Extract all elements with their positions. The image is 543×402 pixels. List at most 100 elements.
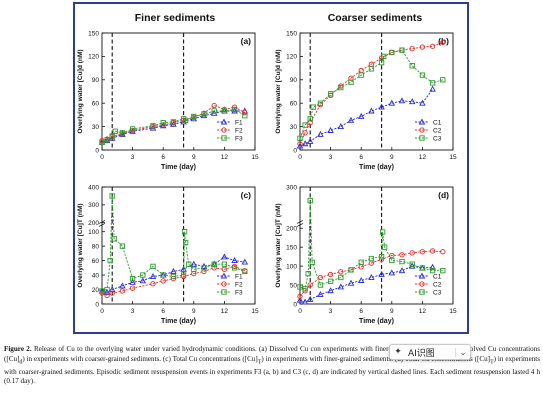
- series-F3: F3: [99, 106, 248, 145]
- data-point: [429, 85, 436, 92]
- series-line: [101, 104, 246, 142]
- y-tick-label: 300: [88, 202, 99, 209]
- data-point: [297, 135, 303, 141]
- x-tick-label: 12: [221, 154, 229, 161]
- caption-text-4: ) in experiments with finer-grained sedi…: [261, 354, 491, 363]
- data-point: [419, 99, 426, 106]
- data-point: [399, 258, 405, 265]
- data-point: [338, 269, 344, 275]
- y-tick-label: 30: [290, 124, 298, 131]
- x-tick-label: 9: [192, 308, 196, 315]
- data-point: [317, 274, 324, 281]
- data-point: [409, 261, 415, 267]
- data-point: [241, 258, 249, 265]
- column-title-right: Coarser sediments: [328, 12, 423, 24]
- data-point: [119, 243, 126, 249]
- data-point: [409, 250, 415, 256]
- ai-recognize-button[interactable]: AI识图: [408, 348, 435, 359]
- data-point: [182, 239, 189, 246]
- data-point: [317, 130, 324, 137]
- data-point: [440, 39, 446, 46]
- data-point: [170, 119, 177, 125]
- data-point: [211, 108, 217, 114]
- data-point: [357, 276, 365, 283]
- y-tick-label: 30: [92, 124, 100, 131]
- legend-marker: [221, 127, 227, 133]
- data-point: [170, 267, 177, 274]
- data-point: [150, 123, 156, 129]
- data-point: [305, 271, 311, 277]
- legend-label: C3: [433, 289, 442, 296]
- legend-marker: [419, 135, 425, 141]
- y-tick-label: 120: [88, 54, 99, 61]
- x-tick-label: 6: [359, 308, 363, 315]
- data-point: [307, 282, 313, 288]
- data-point: [301, 298, 309, 305]
- data-point: [419, 72, 426, 78]
- data-point: [160, 278, 166, 284]
- x-tick-label: 15: [251, 154, 259, 161]
- chart-panel-3: 0 3 6 9 12 15 0 20 40 60 80 100 200 300 400 Time (day) O…: [77, 184, 259, 325]
- data-point: [399, 252, 405, 258]
- y-tick-label: 400: [88, 184, 99, 191]
- panel-label: (b): [438, 36, 449, 46]
- x-tick-label: 3: [131, 308, 135, 315]
- data-point: [347, 116, 355, 123]
- series-line: [299, 41, 443, 144]
- data-point: [297, 284, 303, 290]
- ai-sparkle-icon[interactable]: ✦: [394, 347, 402, 357]
- caption-label: Figure 2.: [4, 345, 32, 353]
- series-line: [101, 256, 245, 293]
- data-point: [99, 139, 105, 145]
- panel-label: (c): [241, 190, 252, 200]
- data-point: [302, 286, 308, 292]
- data-point: [368, 255, 375, 262]
- data-point: [104, 286, 110, 293]
- plot-area: [101, 186, 256, 305]
- data-point: [368, 107, 375, 114]
- data-point: [104, 292, 110, 298]
- y-tick-label: 100: [88, 229, 99, 236]
- y-tick-label: 0: [293, 147, 297, 154]
- data-point: [429, 268, 436, 274]
- y-tick-label: 150: [88, 30, 99, 37]
- data-point: [357, 112, 365, 119]
- series-line: [299, 265, 433, 303]
- legend-marker: [419, 281, 425, 287]
- ai-image-recognition-toolbar[interactable]: ✦ AI识图 ⌄: [389, 344, 471, 360]
- y-tick-label: 60: [290, 101, 298, 108]
- data-point: [200, 262, 208, 269]
- series-line: [101, 108, 246, 143]
- x-tick-label: 6: [359, 154, 363, 161]
- data-point: [338, 274, 344, 281]
- x-tick-label: 9: [192, 154, 196, 161]
- series-C2: C2: [297, 39, 446, 147]
- data-point: [388, 269, 396, 276]
- series-line: [299, 200, 443, 290]
- data-point: [211, 265, 217, 271]
- y-tick-label: 90: [92, 77, 100, 84]
- data-point: [317, 290, 324, 297]
- data-point: [149, 272, 157, 279]
- data-point: [378, 253, 385, 260]
- data-point: [388, 99, 396, 106]
- data-point: [129, 126, 136, 132]
- x-tick-label: 12: [419, 308, 427, 315]
- data-point: [440, 268, 446, 274]
- data-point: [378, 103, 385, 110]
- y-tick-label: 80: [92, 243, 100, 250]
- data-point: [419, 249, 426, 255]
- data-point: [378, 256, 385, 262]
- legend-label: F1: [235, 273, 243, 280]
- x-tick-label: 12: [221, 308, 229, 315]
- data-point: [337, 283, 345, 290]
- data-point: [317, 282, 324, 288]
- chevron-down-icon[interactable]: ⌄: [455, 347, 470, 357]
- data-point: [150, 263, 156, 270]
- axis-break-mark: [98, 223, 106, 227]
- y-tick-label: 60: [92, 258, 100, 265]
- legend-label: F2: [235, 281, 243, 288]
- figure-frame: [73, 2, 469, 334]
- data-point: [119, 130, 126, 137]
